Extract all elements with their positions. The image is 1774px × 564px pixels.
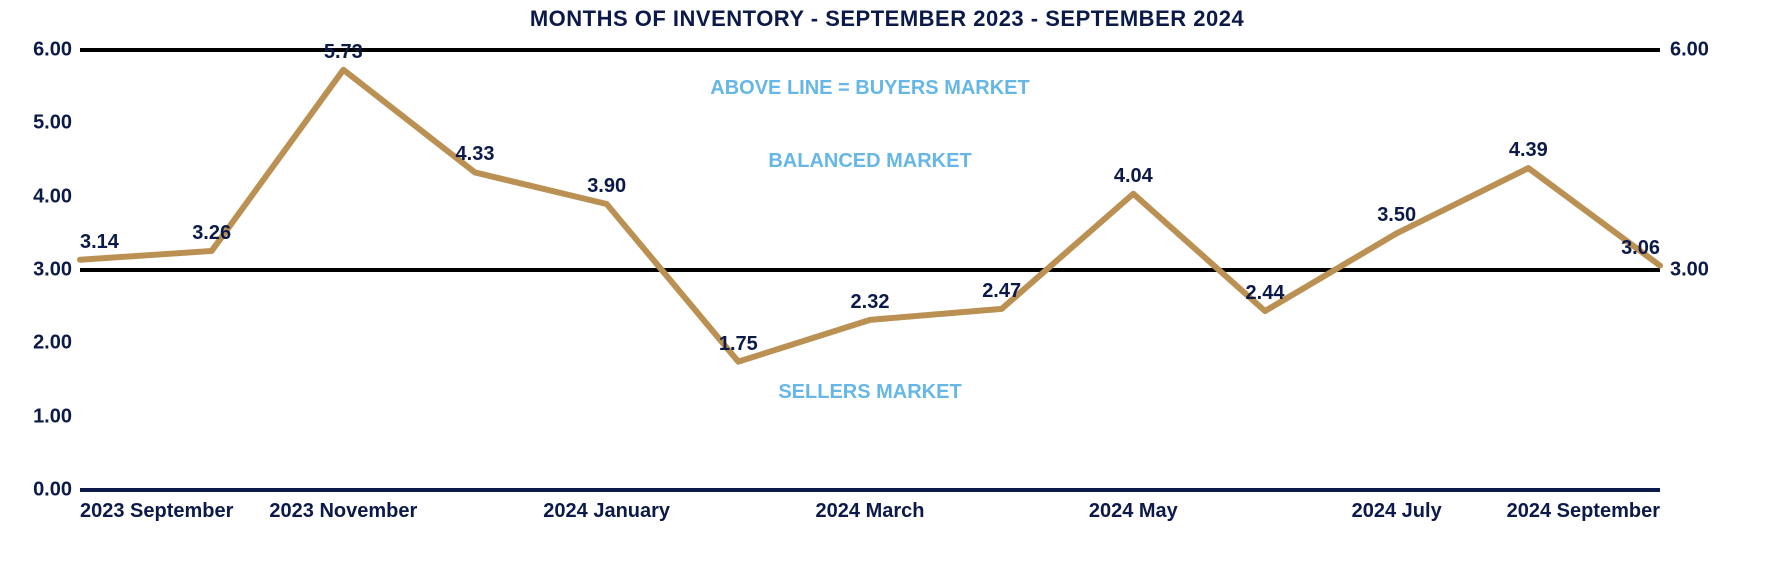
y-axis-tick: 2.00 [33,332,80,355]
data-point-label: 4.33 [456,143,495,166]
plot-area: 3.006.000.001.002.003.004.005.006.002023… [80,50,1660,490]
chart-annotation: SELLERS MARKET [778,381,961,404]
data-point-label: 3.26 [192,222,231,245]
x-axis-tick: 2024 January [543,490,670,523]
data-point-label: 3.50 [1377,204,1416,227]
data-point-label: 2.32 [851,291,890,314]
plot-svg [80,50,1660,490]
data-point-label: 1.75 [719,333,758,356]
data-point-label: 2.44 [1246,282,1285,305]
data-point-label: 4.04 [1114,165,1153,188]
x-axis-tick: 2024 July [1352,490,1442,523]
data-point-label: 3.14 [80,231,119,254]
reference-line-label: 3.00 [1660,259,1709,282]
y-axis-tick: 6.00 [33,39,80,62]
x-axis-tick: 2024 March [816,490,925,523]
y-axis-tick: 5.00 [33,112,80,135]
data-point-label: 4.39 [1509,139,1548,162]
y-axis-tick: 4.00 [33,185,80,208]
chart-annotation: BALANCED MARKET [768,150,971,173]
chart-title: MONTHS OF INVENTORY - SEPTEMBER 2023 - S… [0,6,1774,32]
y-axis-tick: 3.00 [33,259,80,282]
inventory-chart: MONTHS OF INVENTORY - SEPTEMBER 2023 - S… [0,0,1774,564]
x-axis-tick: 2023 September [80,490,233,523]
y-axis-tick: 0.00 [33,479,80,502]
x-axis-tick: 2023 November [269,490,417,523]
reference-line-label: 6.00 [1660,39,1709,62]
series-line [80,70,1660,362]
data-point-label: 3.90 [587,175,626,198]
x-axis-tick: 2024 May [1089,490,1178,523]
y-axis-tick: 1.00 [33,405,80,428]
chart-annotation: ABOVE LINE = BUYERS MARKET [710,77,1029,100]
data-point-label: 3.06 [1621,237,1660,260]
x-axis-tick: 2024 September [1507,490,1660,523]
data-point-label: 5.73 [324,41,363,64]
data-point-label: 2.47 [982,280,1021,303]
